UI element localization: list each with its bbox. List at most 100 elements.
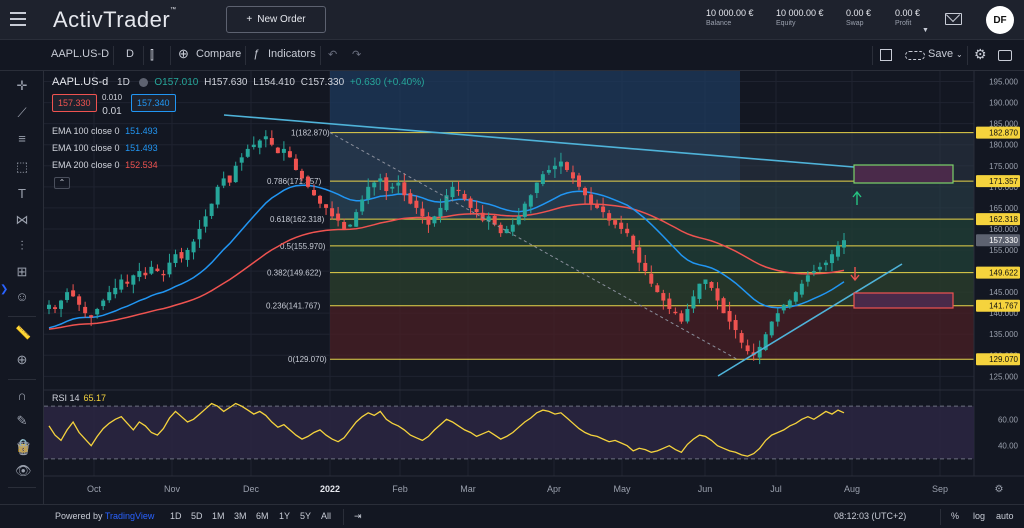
candle — [691, 296, 696, 309]
fullscreen-icon[interactable] — [880, 49, 892, 61]
candle — [336, 213, 341, 221]
eye-icon[interactable]: 👁 — [15, 463, 32, 478]
redo-icon[interactable]: ↷ — [352, 49, 362, 61]
sidebar-expand-icon[interactable]: ❯ — [0, 284, 9, 295]
candle — [354, 212, 359, 227]
magnet-icon[interactable]: ∩ — [17, 388, 27, 403]
candle — [462, 193, 467, 200]
interval-selector[interactable]: D — [126, 48, 134, 60]
ema-legend-row[interactable]: EMA 100 close 0 151.493 — [52, 126, 158, 136]
crosshair-icon[interactable]: ✛ — [16, 78, 28, 93]
ema-legend-row[interactable]: EMA 200 close 0 152.534 — [52, 160, 158, 170]
candle-type-icon[interactable]: ⫿ — [150, 48, 154, 62]
legend-symbol[interactable]: AAPL.US-d — [52, 76, 109, 88]
trash-icon[interactable]: 🗑 — [15, 441, 32, 456]
profit-dropdown-icon[interactable]: ▼ — [922, 27, 929, 34]
price-chart[interactable]: 1(182.870) 0.786(171.357) 0.618(162.318) 0.… — [44, 71, 1024, 504]
pattern-icon[interactable]: ⋈ — [15, 212, 29, 227]
ruler-icon[interactable]: 📏 — [15, 325, 32, 340]
mail-icon[interactable] — [945, 13, 962, 25]
camera-icon[interactable] — [998, 50, 1012, 61]
compare-button[interactable]: Compare — [196, 48, 242, 60]
settings-gear-icon[interactable]: ⚙ — [974, 46, 987, 62]
price-marker — [976, 353, 1020, 366]
rsi-legend[interactable]: RSI 14 65.17 — [52, 393, 107, 403]
candle — [137, 271, 142, 277]
legend-collapse-button[interactable]: ⌃ — [54, 177, 70, 189]
price-marker-label: 157.330 — [989, 236, 1018, 245]
range-button-1m[interactable]: 1M — [212, 511, 225, 521]
ema-legend-row[interactable]: EMA 100 close 0 151.493 — [52, 143, 158, 153]
candle — [257, 140, 262, 148]
price-marker-label: 129.070 — [989, 355, 1018, 364]
range-button-6m[interactable]: 6M — [256, 511, 269, 521]
candle — [384, 177, 389, 192]
x-axis-label: Dec — [243, 484, 260, 494]
sell-price-button[interactable]: 157.330 — [52, 94, 97, 112]
lock-icon[interactable]: 🔒 — [15, 438, 32, 453]
candle — [564, 162, 569, 170]
candle — [528, 195, 533, 207]
candle — [703, 279, 708, 284]
range-button-3m[interactable]: 3M — [234, 511, 247, 521]
fib-icon[interactable]: ⫶ — [20, 238, 24, 253]
range-button-5d[interactable]: 5D — [191, 511, 203, 521]
indicators-icon[interactable]: ƒ — [253, 48, 260, 60]
pencil-lock-icon[interactable]: ✎ — [16, 413, 28, 428]
log-toggle[interactable]: log — [973, 511, 986, 521]
emoji-icon[interactable]: ☺ — [15, 289, 29, 304]
candle — [251, 144, 256, 148]
x-axis-label: May — [613, 484, 631, 494]
percent-toggle[interactable]: % — [951, 511, 960, 521]
candle — [113, 287, 118, 295]
candle — [763, 334, 768, 350]
candle — [595, 205, 600, 208]
text-icon[interactable]: T — [18, 186, 26, 201]
price-tick-label: 185.000 — [989, 120, 1018, 129]
powered-by[interactable]: Powered by TradingView — [55, 511, 155, 521]
legend-low: L154.410 — [253, 77, 295, 88]
candle — [402, 182, 407, 196]
candle — [715, 288, 720, 301]
price-marker — [976, 213, 1020, 226]
candle — [299, 170, 304, 179]
save-dropdown-icon[interactable]: ⌄ — [956, 50, 963, 59]
range-button-all[interactable]: All — [321, 511, 332, 521]
axis-settings-icon: ⚙ — [995, 484, 1004, 495]
save-button[interactable]: Save — [928, 48, 954, 60]
date-range-icon[interactable]: ⇥ — [354, 511, 362, 521]
menu-icon[interactable] — [10, 12, 26, 26]
candle — [287, 151, 292, 158]
profit-metric[interactable]: 0.00 € Profit — [895, 8, 921, 27]
new-order-button[interactable]: + New Order — [226, 6, 326, 33]
indicators-button[interactable]: Indicators — [268, 48, 316, 60]
candle — [269, 137, 274, 145]
auto-toggle[interactable]: auto — [996, 511, 1014, 521]
buy-price-button[interactable]: 157.340 — [131, 94, 176, 112]
range-button-5y[interactable]: 5Y — [300, 511, 312, 521]
candle — [769, 321, 774, 336]
range-button-1d[interactable]: 1D — [170, 511, 182, 521]
chart-legend: AAPL.US-d 1D O157.010 H157.630 L154.410 … — [52, 76, 424, 88]
candle — [787, 300, 792, 308]
fib-level-label: 0(129.070) — [288, 355, 327, 364]
clock-time[interactable]: 08:12:03 (UTC+2) — [834, 511, 907, 521]
price-tick-label: 165.000 — [989, 204, 1018, 213]
trendline-icon[interactable]: ⟋ — [17, 105, 27, 120]
symbol-selector[interactable]: AAPL.US-D — [51, 48, 110, 60]
ema-200-line — [48, 203, 845, 330]
zoom-in-icon[interactable]: ⊕ — [16, 352, 28, 367]
rectangle-icon[interactable]: ⬚ — [15, 159, 29, 174]
candle — [396, 182, 401, 186]
avatar[interactable]: DF — [986, 6, 1014, 34]
x-axis-label: Nov — [164, 484, 181, 494]
compare-plus-icon[interactable]: ⊕ — [178, 46, 189, 61]
candle — [173, 254, 178, 264]
cloud-icon[interactable] — [905, 51, 925, 60]
fib-level-label: 0.786(171.357) — [267, 177, 322, 186]
projection-icon[interactable]: ⊞ — [16, 264, 28, 279]
horizontal-lines-icon[interactable]: ≡ — [18, 131, 26, 146]
range-button-1y[interactable]: 1Y — [279, 511, 291, 521]
undo-icon[interactable]: ↶ — [328, 49, 338, 61]
candle — [607, 213, 612, 221]
